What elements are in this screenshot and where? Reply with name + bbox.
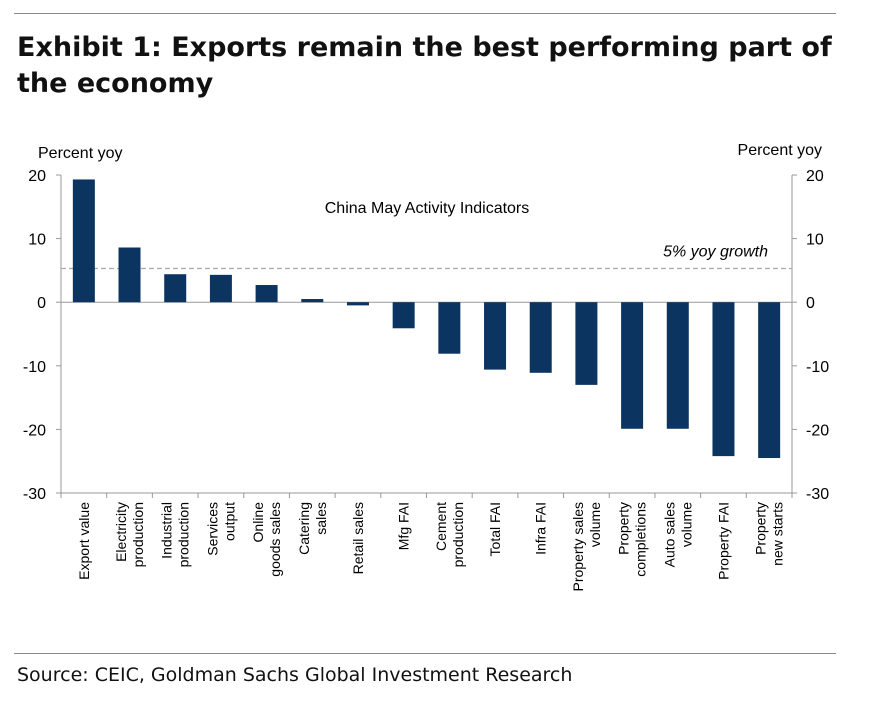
bar <box>575 302 598 385</box>
x-tick-label: Total FAI <box>487 502 503 556</box>
x-tick-label-line: Services <box>204 502 220 556</box>
x-tick-label-line: sales <box>313 502 329 535</box>
x-tick-label: Industrial production <box>159 502 192 567</box>
x-tick-label: Catering sales <box>296 502 329 555</box>
x-tick-label: Cement production <box>433 502 466 567</box>
x-tick-label-line: Property sales <box>570 502 586 591</box>
x-tick-label-line: Infra FAI <box>533 502 549 555</box>
bar <box>621 302 644 429</box>
right-tick-label: -30 <box>806 486 829 503</box>
bar <box>438 302 461 354</box>
x-tick-label-line: Retail sales <box>350 502 366 574</box>
x-tick-label-line: Property <box>616 502 632 555</box>
x-tick-label: Property FAI <box>715 502 731 580</box>
x-tick-label: Property new starts <box>753 502 786 566</box>
x-tick-label-line: goods sales <box>267 502 283 577</box>
x-tick-label: Mfg FAI <box>396 502 412 550</box>
x-tick-label-line: volume <box>678 502 694 547</box>
right-tick-label: -10 <box>806 359 829 376</box>
x-tick-label-line: Industrial <box>159 502 175 559</box>
left-tick-label: -20 <box>23 422 46 439</box>
source-note: Source: CEIC, Goldman Sachs Global Inves… <box>17 664 573 686</box>
right-tick-label: 10 <box>806 232 824 249</box>
bar <box>255 285 278 303</box>
x-tick-label-line: production <box>176 502 192 567</box>
left-tick-label: 10 <box>28 232 46 249</box>
rule-bottom <box>14 653 836 654</box>
bar <box>346 302 369 306</box>
left-axis-label: Percent yoy <box>38 145 122 162</box>
x-tick-label: Export value <box>76 502 92 580</box>
x-tick-label-line: completions <box>633 502 649 577</box>
bar <box>712 302 735 457</box>
x-tick-label-line: production <box>130 502 146 567</box>
x-tick-label-line: output <box>221 502 237 541</box>
x-tick-label-line: new starts <box>770 502 786 566</box>
right-axis-label: Percent yoy <box>738 142 822 159</box>
x-tick-label: Auto sales volume <box>661 502 694 568</box>
x-tick-label-line: Total FAI <box>487 502 503 556</box>
rule-top <box>14 13 836 14</box>
x-tick-label-line: Property <box>753 502 769 555</box>
x-tick-label-line: Export value <box>76 502 92 580</box>
left-tick-label: -30 <box>23 486 46 503</box>
x-tick-label-line: Auto sales <box>661 502 677 567</box>
x-tick-label-line: volume <box>587 502 603 547</box>
x-tick-label-line: Mfg FAI <box>396 502 412 550</box>
x-tick-label-line: Cement <box>433 502 449 551</box>
bar <box>392 302 415 329</box>
x-tick-label: Property sales volume <box>570 502 603 592</box>
x-tick-label: Online goods sales <box>250 502 283 577</box>
bar <box>209 274 232 303</box>
right-tick-label: 0 <box>806 295 815 312</box>
x-tick-label: Infra FAI <box>533 502 549 555</box>
reference-line-label: 5% yoy growth <box>663 243 768 260</box>
bar <box>164 274 187 303</box>
right-tick-label: 20 <box>806 168 824 185</box>
bar <box>758 302 781 459</box>
bar <box>484 302 507 370</box>
bar-chart: 20 20 10 10 0 0 -10 -10 -20 -20 -30 -30 Percent yoy P… <box>23 142 829 592</box>
bar <box>72 179 95 303</box>
bar <box>118 247 141 303</box>
x-tick-label-line: Online <box>250 502 266 543</box>
x-tick-label: Property completions <box>616 502 649 577</box>
x-tick-label-line: Electricity <box>113 502 129 562</box>
bar <box>529 302 552 373</box>
x-tick-label: Electricity production <box>113 502 146 567</box>
left-tick-label: -10 <box>23 359 46 376</box>
x-tick-label-line: production <box>450 502 466 567</box>
x-tick-label-line: Property FAI <box>715 502 731 580</box>
left-tick-label: 0 <box>37 295 46 312</box>
bar <box>666 302 689 429</box>
left-tick-label: 20 <box>28 168 46 185</box>
x-tick-label: Retail sales <box>350 502 366 574</box>
x-tick-label-line: Catering <box>296 502 312 555</box>
exhibit-title: Exhibit 1: Exports remain the best perfo… <box>17 32 832 99</box>
chart-title: China May Activity Indicators <box>325 200 530 217</box>
bar <box>301 299 324 303</box>
right-tick-label: -20 <box>806 422 829 439</box>
x-tick-label: Services output <box>204 502 237 556</box>
